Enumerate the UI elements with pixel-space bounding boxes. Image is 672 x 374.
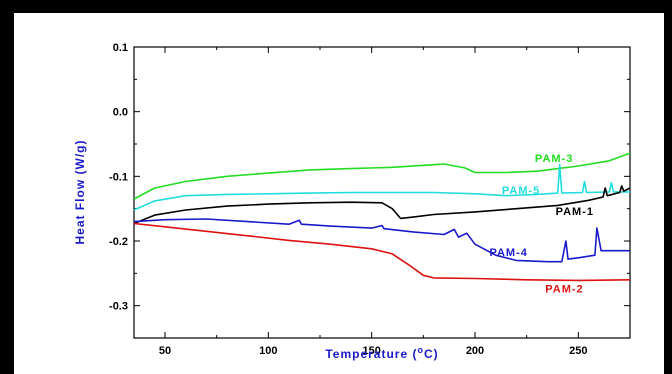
series-label-pam-5: PAM-5: [502, 185, 540, 197]
x-axis-title-main: Temperature (: [325, 347, 417, 361]
x-tick-label: 100: [259, 345, 277, 357]
series-label-pam-4: PAM-4: [489, 247, 527, 259]
series-line-pam-1: [133, 185, 631, 225]
y-tick-label: 0.1: [113, 42, 128, 54]
series-line-pam-4: [133, 218, 630, 263]
axis-ticks: [134, 46, 631, 338]
series-line-pam-3: [133, 152, 631, 200]
x-axis-title: Temperature (oC): [325, 345, 438, 361]
series-labels: PAM-3 PAM-5 PAM-1 PAM-4 PAM-2: [489, 153, 594, 296]
x-tick-label: 50: [159, 345, 171, 357]
x-tick-label: 250: [569, 345, 587, 357]
series-label-pam-3: PAM-3: [535, 153, 573, 165]
axis-tick-labels: 50 100 150 200 250 0.1 0.0 -0.1 -0.2 -0.3: [109, 42, 587, 357]
y-tick-label: -0.2: [109, 236, 128, 248]
x-axis-title-unit: C): [424, 347, 439, 361]
y-tick-label: -0.1: [109, 171, 128, 183]
series-label-pam-2: PAM-2: [545, 284, 583, 296]
y-tick-label: 0.0: [113, 107, 128, 119]
series-lines: [133, 152, 631, 282]
series-line-pam-2: [133, 222, 631, 282]
x-axis-title-superscript: o: [417, 345, 424, 355]
chart-frame: 50 100 150 200 250 0.1 0.0 -0.1 -0.2 -0.3 PAM-3 PA…: [14, 13, 664, 374]
series-label-pam-1: PAM-1: [556, 206, 594, 218]
series-line-pam-5: [133, 163, 630, 211]
x-tick-label: 150: [362, 345, 380, 357]
y-axis-title: Heat Flow (W/g): [73, 140, 87, 245]
x-tick-label: 200: [466, 345, 484, 357]
y-tick-label: -0.3: [109, 301, 128, 313]
